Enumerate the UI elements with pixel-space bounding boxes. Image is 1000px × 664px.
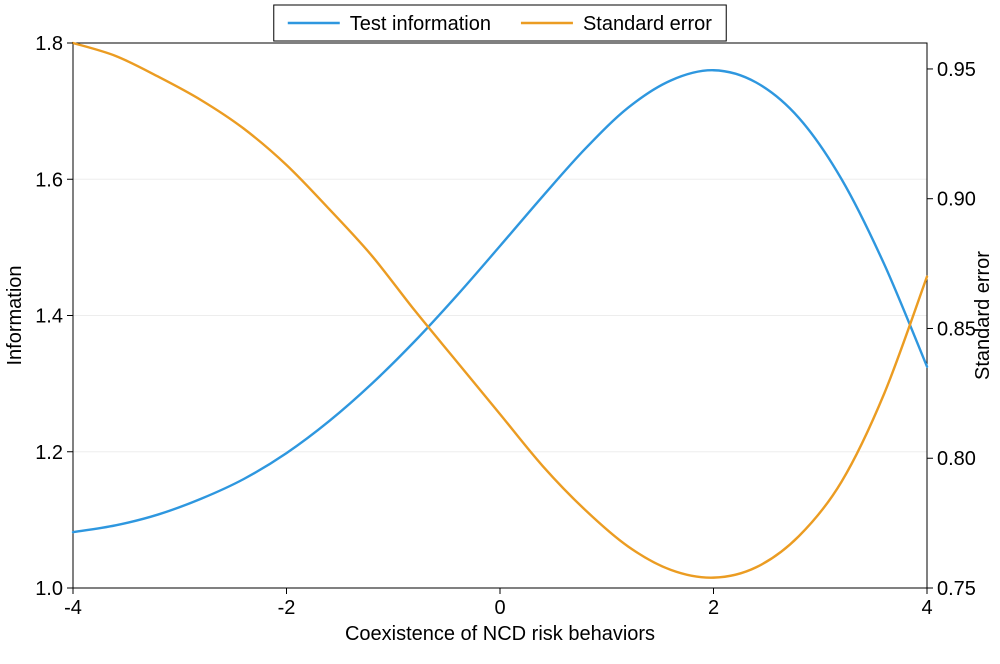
x-tick-label: 0: [494, 597, 505, 619]
yleft-tick-label: 1.4: [35, 306, 63, 328]
yleft-tick-label: 1.0: [35, 578, 63, 600]
chart-svg: -4 -2 0 2 4 Coexistence of NCD risk behaviors…: [0, 0, 1000, 664]
x-axis-label: Coexistence of NCD risk behaviors: [345, 623, 655, 645]
legend-label: Test information: [350, 13, 491, 35]
yright-tick-label: 0.95: [937, 59, 976, 81]
yright-tick-label: 0.75: [937, 578, 976, 600]
yleft-axis-label: Information: [4, 265, 26, 365]
x-tick-label: -2: [278, 597, 296, 619]
yright-tick-label: 0.90: [937, 189, 976, 211]
x-tick-label: 4: [921, 597, 932, 619]
yleft-tick-label: 1.6: [35, 169, 63, 191]
legend-label: Standard error: [583, 13, 712, 35]
chart-container: -4 -2 0 2 4 Coexistence of NCD risk behaviors…: [0, 0, 1000, 664]
yright-tick-label: 0.85: [937, 318, 976, 340]
yright-tick-label: 0.80: [937, 448, 976, 470]
chart-background: [0, 0, 1000, 664]
yleft-tick-label: 1.2: [35, 442, 63, 464]
yleft-tick-label: 1.8: [35, 33, 63, 55]
x-tick-label: -4: [64, 597, 82, 619]
yright-axis-label: Standard error: [972, 251, 994, 380]
x-tick-label: 2: [708, 597, 719, 619]
